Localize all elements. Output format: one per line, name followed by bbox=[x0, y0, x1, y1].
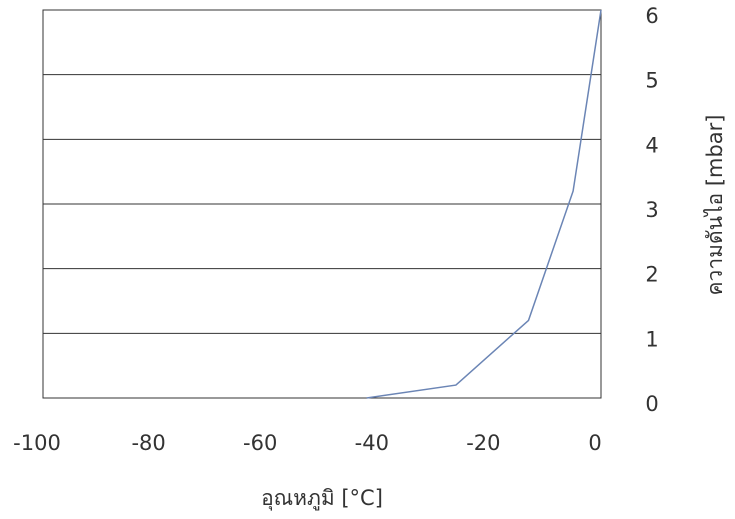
x-tick-label: -40 bbox=[355, 431, 389, 455]
y-tick-label: 0 bbox=[645, 392, 658, 416]
x-axis-title: อุณหภูมิ [°C] bbox=[261, 486, 383, 511]
gridlines bbox=[43, 74, 601, 334]
x-tick-label: -20 bbox=[466, 431, 500, 455]
x-tick-label: 0 bbox=[588, 431, 601, 455]
y-tick-label: 1 bbox=[645, 327, 658, 351]
y-tick-label: 6 bbox=[645, 4, 658, 28]
x-tick-label: -100 bbox=[13, 431, 61, 455]
x-tick-label: -60 bbox=[243, 431, 277, 455]
series-layer bbox=[366, 9, 602, 399]
y-tick-label: 5 bbox=[645, 69, 658, 93]
series-line-0 bbox=[366, 9, 602, 399]
plot-frame bbox=[42, 9, 602, 399]
y-tick-label: 3 bbox=[645, 198, 658, 222]
x-tick-labels: -100 -80 -60 -40 -20 0 bbox=[13, 431, 602, 455]
y-tick-labels: 0 1 2 3 4 5 6 bbox=[645, 4, 658, 416]
y-tick-label: 2 bbox=[645, 263, 658, 287]
x-tick-label: -80 bbox=[131, 431, 165, 455]
y-tick-label: 4 bbox=[645, 133, 658, 157]
y-axis-title: ความดันไอ [mbar] bbox=[703, 115, 727, 296]
